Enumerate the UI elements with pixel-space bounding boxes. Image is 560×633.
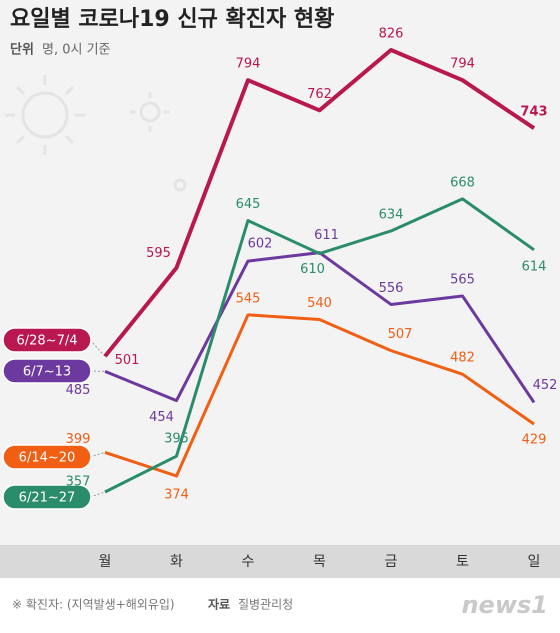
value-label: 614 <box>522 259 547 274</box>
x-tick-label: 목 <box>313 554 326 570</box>
value-label: 794 <box>450 57 475 72</box>
logo: news1 <box>461 591 548 619</box>
value-label: 762 <box>307 87 332 102</box>
unit-label: 단위 <box>10 42 34 58</box>
x-tick-label: 수 <box>242 554 255 570</box>
value-label: 794 <box>236 57 261 72</box>
value-label: 485 <box>66 383 91 398</box>
legend-pill <box>2 444 92 470</box>
value-label: 611 <box>314 228 339 243</box>
source-label: 자료 <box>208 597 230 612</box>
legend-label: 6/21~27 <box>19 491 76 506</box>
x-tick-label: 월 <box>99 554 112 570</box>
value-label: 743 <box>520 105 547 120</box>
value-label: 668 <box>450 175 475 190</box>
x-axis-band <box>0 545 560 578</box>
value-label: 556 <box>379 281 404 296</box>
value-label: 399 <box>66 432 91 447</box>
legend-connector <box>89 491 106 498</box>
chart-title: 요일별 코로나19 신규 확진자 현황 <box>10 7 334 32</box>
legend-label: 6/14~20 <box>19 451 76 466</box>
value-label: 395 <box>164 432 189 447</box>
value-label: 357 <box>66 475 91 490</box>
unit: 명, 0시 기준 <box>42 43 111 58</box>
value-label: 501 <box>115 353 140 368</box>
source: 질병관리청 <box>238 598 293 612</box>
value-label: 507 <box>388 327 413 342</box>
x-tick-label: 일 <box>528 554 541 570</box>
value-label: 634 <box>379 207 404 222</box>
value-label: 645 <box>236 197 261 212</box>
legend-pill <box>2 358 92 384</box>
value-label: 454 <box>149 410 174 425</box>
series-line <box>104 197 535 494</box>
legend-connector <box>89 451 106 458</box>
x-tick-label: 토 <box>456 554 469 570</box>
value-label: 595 <box>146 246 171 261</box>
value-label: 545 <box>236 291 261 306</box>
value-label: 482 <box>450 351 475 366</box>
value-label: 610 <box>300 262 325 277</box>
value-label: 429 <box>522 433 547 448</box>
value-label: 540 <box>307 296 332 311</box>
note: ※ 확진자: (지역발생+해외유입) <box>12 598 175 612</box>
x-tick-label: 화 <box>170 554 183 570</box>
value-label: 565 <box>450 272 475 287</box>
legend-label: 6/28~7/4 <box>16 334 77 349</box>
x-tick-label: 금 <box>385 554 398 570</box>
legend-pill <box>2 327 92 353</box>
legend-label: 6/7~13 <box>23 365 71 380</box>
value-label: 452 <box>533 378 558 393</box>
legend-pill <box>2 484 92 510</box>
value-label: 602 <box>248 237 273 252</box>
series-line <box>104 313 535 478</box>
value-label: 826 <box>379 27 404 42</box>
value-label: 374 <box>164 487 189 502</box>
plot-background <box>0 0 560 545</box>
virus-decoration <box>5 75 187 192</box>
series-line <box>103 48 536 358</box>
